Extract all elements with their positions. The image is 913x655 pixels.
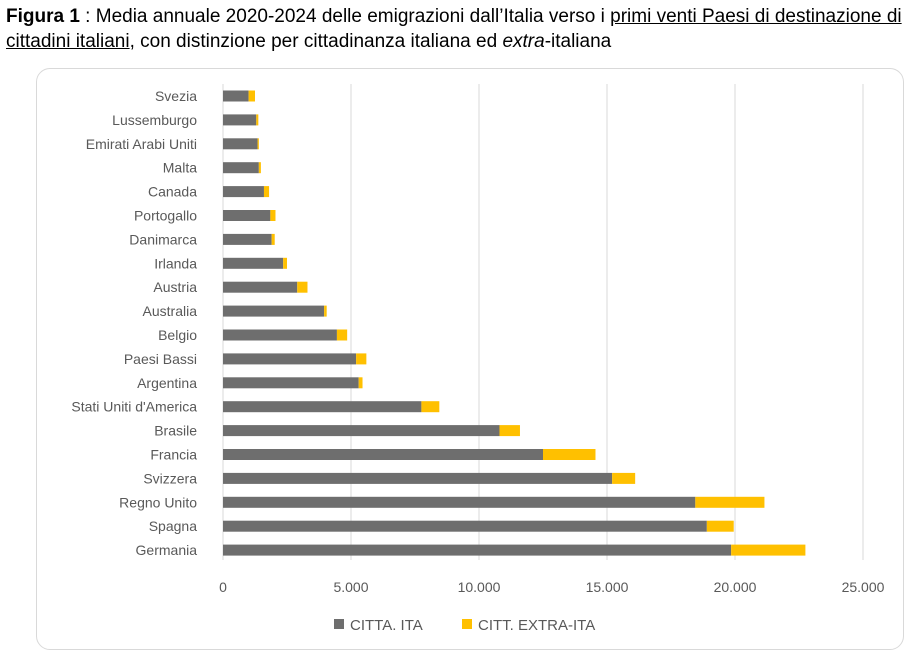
bar-citta-ita [223, 520, 707, 532]
bar-citt-extra-ita [731, 544, 806, 556]
bar-citt-extra-ita [256, 114, 259, 126]
caption-underlined: primi venti Paesi di destinazione di cit… [6, 6, 902, 52]
category-label: Irlanda [154, 255, 197, 271]
bar-citt-extra-ita [695, 496, 765, 508]
bar-citta-ita [223, 425, 500, 437]
x-tick-label: 25.000 [842, 579, 885, 595]
bar-citt-extra-ita [271, 233, 275, 245]
bar-citta-ita [223, 186, 264, 198]
category-label: Svizzera [143, 470, 197, 486]
bar-citta-ita [223, 138, 258, 150]
category-label: Spagna [149, 518, 197, 534]
bar-citt-extra-ita [258, 162, 261, 174]
bar-citt-extra-ita [612, 472, 636, 484]
legend-swatch [462, 619, 472, 629]
bar-citta-ita [223, 281, 298, 293]
bar-citt-extra-ita [336, 329, 348, 341]
bar-citta-ita [223, 90, 249, 102]
category-label: Regno Unito [119, 494, 197, 510]
bar-citta-ita [223, 449, 543, 460]
bar-citta-ita [223, 472, 613, 484]
bar-citta-ita [223, 257, 284, 269]
category-label: Lussemburgo [112, 112, 197, 128]
bar-citt-extra-ita [283, 257, 287, 269]
bar-citt-extra-ita [543, 449, 596, 460]
category-label: Malta [163, 160, 197, 176]
category-label: Australia [143, 303, 198, 319]
category-labels: Svezia Lussemburgo Emirati Arabi Uniti Malt… [71, 88, 197, 558]
bar-citt-extra-ita [706, 520, 734, 532]
bar-citta-ita [223, 377, 359, 389]
bar-citta-ita [223, 210, 271, 221]
category-label: Emirati Arabi Uniti [86, 136, 197, 152]
category-label: Portogallo [134, 208, 197, 224]
bar-citt-extra-ita [324, 305, 327, 317]
category-label: Svezia [155, 88, 197, 104]
bar-citta-ita [223, 544, 732, 556]
category-label: Paesi Bassi [124, 351, 197, 367]
bar-citt-extra-ita [421, 401, 440, 413]
category-label: Argentina [137, 375, 197, 391]
category-label: Canada [148, 184, 197, 200]
bar-citt-extra-ita [248, 90, 255, 102]
tick-labels: 0 5.000 10.000 15.000 20.000 25.000 [219, 579, 885, 595]
bar-citt-extra-ita [257, 138, 259, 150]
bar-citt-extra-ita [358, 377, 363, 389]
caption-lead: Figura 1 [6, 6, 80, 27]
x-tick-label: 20.000 [714, 579, 757, 595]
caption-text3: -italiana [544, 31, 612, 52]
x-tick-label: 15.000 [586, 579, 629, 595]
bar-citta-ita [223, 114, 257, 126]
x-tick-label: 10.000 [458, 579, 501, 595]
category-label: Austria [153, 279, 197, 295]
caption-text1: Media annuale 2020-2024 delle emigrazion… [95, 6, 611, 27]
figure-caption: Figura 1 : Media annuale 2020-2024 delle… [6, 4, 906, 54]
bar-citt-extra-ita [263, 186, 270, 198]
bar-citta-ita [223, 305, 325, 317]
legend-label: CITTA. ITA [350, 617, 423, 634]
legend: CITTA. ITA CITT. EXTRA-ITA [334, 617, 595, 634]
category-label: Stati Uniti d'America [71, 399, 197, 415]
legend-label: CITT. EXTRA-ITA [478, 617, 595, 634]
bar-citta-ita [223, 162, 259, 174]
bar-citt-extra-ita [270, 210, 276, 221]
bar-citt-extra-ita [499, 425, 520, 437]
bar-citta-ita [223, 496, 696, 508]
bar-citt-extra-ita [297, 281, 308, 293]
category-label: Danimarca [129, 231, 197, 247]
bar-citta-ita [223, 329, 337, 341]
bar-citta-ita [223, 401, 422, 413]
category-label: Brasile [154, 423, 197, 439]
grid-lines [222, 84, 864, 560]
bar-citta-ita [223, 233, 272, 245]
category-label: Francia [150, 447, 197, 463]
legend-swatch [334, 619, 344, 629]
caption-text2: , con distinzione per cittadinanza itali… [129, 31, 503, 52]
caption-sep: : [79, 6, 96, 27]
bar-citta-ita [223, 353, 357, 365]
bars [223, 90, 806, 556]
category-label: Belgio [158, 327, 197, 343]
x-tick-label: 0 [219, 579, 227, 595]
bar-citt-extra-ita [356, 353, 367, 365]
x-tick-label: 5.000 [333, 579, 368, 595]
caption-italic: extra [502, 31, 545, 52]
category-label: Germania [136, 542, 198, 558]
